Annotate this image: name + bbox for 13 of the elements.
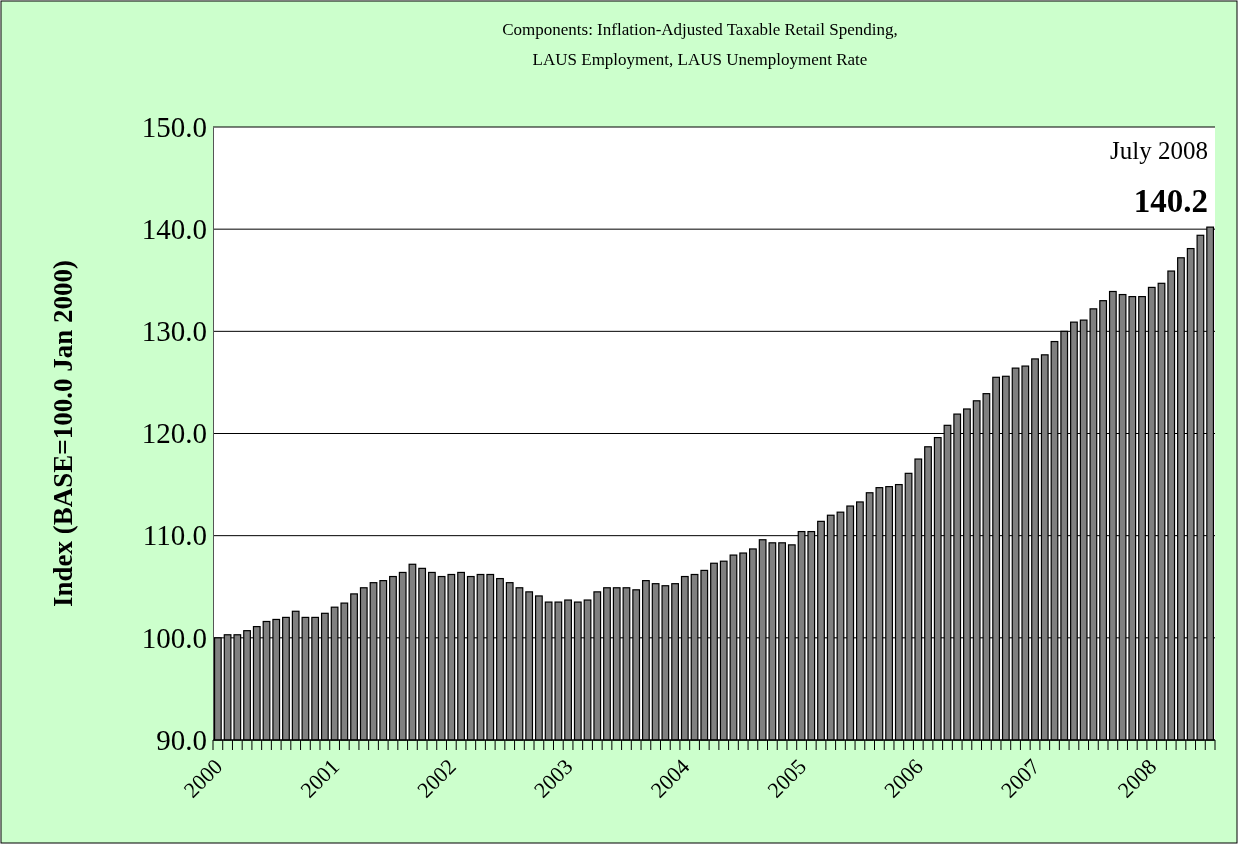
y-tick-label: 120.0 [141, 417, 207, 450]
y-tick-label: 110.0 [142, 519, 207, 552]
y-tick-label: 90.0 [156, 723, 207, 756]
chart-title: Components: Inflation-Adjusted Taxable Retail Spending, [502, 20, 898, 39]
y-tick-label: 130.0 [141, 315, 207, 348]
x-tick-label: 2001 [295, 753, 345, 803]
annotation: 140.2 [1133, 183, 1208, 219]
y-tick-label: 140.0 [141, 212, 207, 245]
y-tick-label: 150.0 [141, 110, 207, 143]
chart-subtitle: LAUS Employment, LAUS Unemployment Rate [532, 50, 868, 69]
y-tick-label: 100.0 [141, 621, 207, 654]
annotation: July 2008 [1110, 137, 1208, 164]
y-axis-title: Index (BASE=100.0 Jan 2000) [48, 260, 78, 607]
